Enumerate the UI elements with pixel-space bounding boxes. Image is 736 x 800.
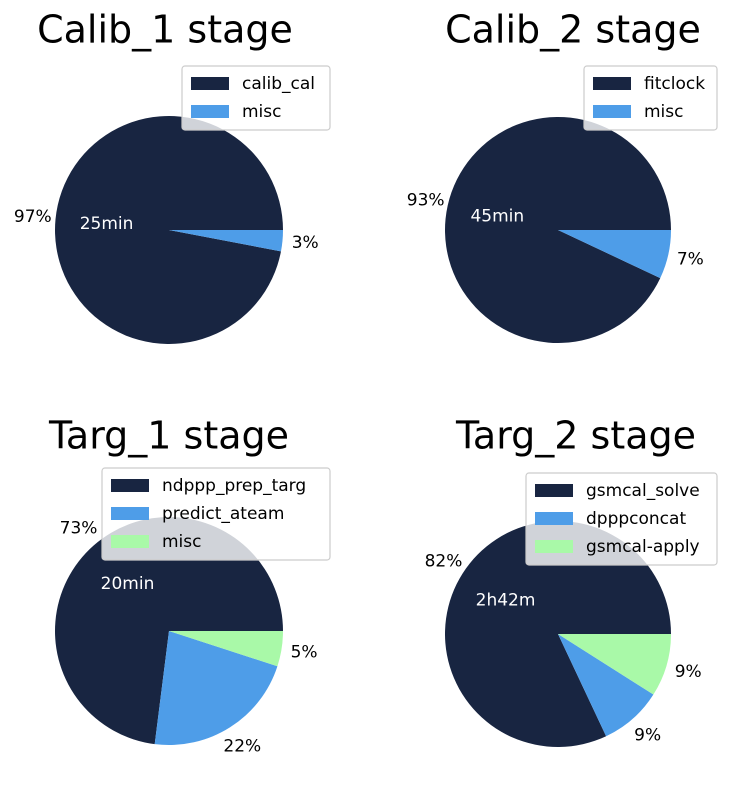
pie-slice bbox=[154, 631, 278, 745]
legend-label: predict_ateam bbox=[162, 504, 284, 524]
legend-swatch bbox=[535, 484, 573, 497]
legend-label: ndppp_prep_targ bbox=[162, 476, 306, 496]
legend-label: misc bbox=[162, 532, 202, 552]
legend-frame bbox=[101, 467, 331, 561]
pie-slice bbox=[444, 117, 671, 344]
slice-duration-label: 25min bbox=[80, 214, 134, 234]
pie-slice bbox=[558, 634, 671, 695]
pie-slice bbox=[558, 230, 671, 279]
legend-label: calib_cal bbox=[242, 74, 315, 94]
chart-title: Calib_2 stage bbox=[445, 8, 701, 52]
slice-percent-label: 82% bbox=[425, 551, 463, 571]
slice-duration-label: 45min bbox=[470, 206, 524, 226]
pie-chart-panel: Targ_1 stage 73% 20min 22% 5% ndppp_prep_targ… bbox=[48, 414, 331, 757]
slice-percent-label: 7% bbox=[677, 250, 704, 270]
slice-percent-label: 97% bbox=[14, 207, 52, 227]
legend-swatch bbox=[593, 77, 631, 90]
slice-duration-label: 2h42m bbox=[476, 591, 536, 611]
chart-title: Calib_1 stage bbox=[37, 8, 293, 52]
pie-slice bbox=[169, 631, 283, 667]
legend-swatch bbox=[111, 507, 149, 520]
legend-swatch bbox=[191, 77, 229, 90]
legend-swatch bbox=[593, 105, 631, 118]
chart-title: Targ_1 stage bbox=[48, 414, 289, 458]
slice-percent-label: 9% bbox=[675, 662, 702, 682]
legend-swatch bbox=[111, 479, 149, 492]
chart-title: Targ_2 stage bbox=[455, 414, 696, 458]
pie-chart-panel: Calib_2 stage 93% 45min 7% fitclock misc bbox=[407, 8, 718, 344]
slice-duration-label: 20min bbox=[101, 574, 155, 594]
chart-legend: gsmcal_solve dpppconcat gsmcal-apply bbox=[525, 472, 718, 566]
legend-swatch bbox=[535, 540, 573, 553]
legend-label: fitclock bbox=[644, 74, 705, 94]
legend-label: misc bbox=[242, 102, 282, 122]
legend-frame bbox=[525, 472, 718, 566]
pie-slice bbox=[558, 634, 654, 737]
slice-percent-label: 9% bbox=[634, 726, 661, 746]
legend-label: gsmcal-apply bbox=[586, 537, 700, 557]
pie-slice bbox=[55, 517, 284, 745]
legend-swatch bbox=[111, 535, 149, 548]
chart-legend: fitclock misc bbox=[583, 65, 718, 131]
slice-percent-label: 93% bbox=[407, 190, 445, 210]
legend-label: gsmcal_solve bbox=[586, 481, 700, 501]
pie-slice bbox=[169, 230, 283, 252]
pie-slice bbox=[55, 115, 283, 344]
slice-percent-label: 73% bbox=[60, 518, 98, 538]
legend-swatch bbox=[191, 105, 229, 118]
slice-percent-label: 22% bbox=[223, 737, 261, 757]
slice-percent-label: 3% bbox=[292, 233, 319, 253]
pie-chart-panel: Targ_2 stage 82% 2h42m 9% 9% gsmcal_solvedppp… bbox=[425, 414, 718, 747]
slice-percent-label: 5% bbox=[291, 642, 318, 662]
legend-swatch bbox=[535, 512, 573, 525]
legend-label: dpppconcat bbox=[586, 509, 686, 529]
legend-label: misc bbox=[644, 102, 684, 122]
